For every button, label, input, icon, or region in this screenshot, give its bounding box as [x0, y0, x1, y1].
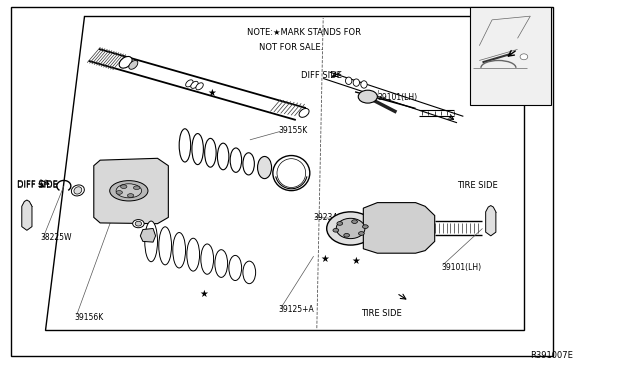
Ellipse shape [186, 80, 193, 87]
Ellipse shape [116, 190, 122, 194]
Polygon shape [45, 16, 524, 330]
Ellipse shape [116, 184, 141, 198]
Polygon shape [486, 206, 496, 236]
Text: TIRE SIDE: TIRE SIDE [362, 309, 402, 318]
Ellipse shape [358, 90, 378, 103]
Ellipse shape [127, 194, 134, 198]
Ellipse shape [132, 219, 144, 228]
Ellipse shape [333, 228, 339, 232]
Ellipse shape [215, 250, 228, 278]
Text: ★: ★ [200, 289, 209, 299]
Text: NOT FOR SALE.: NOT FOR SALE. [259, 43, 324, 52]
Polygon shape [470, 7, 550, 105]
Ellipse shape [135, 221, 141, 226]
Polygon shape [22, 200, 32, 230]
Ellipse shape [145, 221, 157, 262]
Ellipse shape [257, 157, 271, 179]
Ellipse shape [326, 212, 374, 245]
Polygon shape [140, 228, 156, 242]
Ellipse shape [358, 232, 364, 235]
Ellipse shape [344, 234, 349, 237]
Ellipse shape [74, 187, 82, 194]
Text: 39156K: 39156K [75, 312, 104, 321]
Text: ★: ★ [351, 256, 360, 266]
Ellipse shape [299, 109, 309, 117]
Text: 38225W: 38225W [41, 233, 72, 242]
Ellipse shape [218, 143, 229, 170]
Text: DIFF SIDE: DIFF SIDE [301, 71, 342, 80]
Ellipse shape [336, 218, 365, 238]
Text: R391007E: R391007E [531, 351, 573, 360]
Ellipse shape [346, 77, 352, 84]
Polygon shape [94, 158, 168, 224]
Ellipse shape [187, 238, 200, 271]
Text: ★: ★ [207, 88, 216, 98]
Ellipse shape [243, 261, 255, 284]
Text: ★: ★ [321, 254, 330, 264]
Ellipse shape [351, 220, 357, 224]
Text: 39155K: 39155K [278, 126, 308, 135]
Ellipse shape [196, 83, 204, 90]
Ellipse shape [134, 186, 140, 190]
Ellipse shape [230, 148, 242, 172]
Ellipse shape [179, 129, 191, 162]
Text: NOTE:★MARK STANDS FOR: NOTE:★MARK STANDS FOR [246, 28, 361, 37]
Text: TIRE SIDE: TIRE SIDE [457, 182, 498, 190]
Ellipse shape [229, 256, 242, 280]
Ellipse shape [119, 57, 132, 68]
Polygon shape [364, 203, 435, 253]
Ellipse shape [159, 227, 172, 265]
Ellipse shape [337, 222, 342, 225]
Ellipse shape [192, 134, 204, 164]
Ellipse shape [173, 232, 186, 268]
Polygon shape [11, 7, 552, 356]
Ellipse shape [243, 153, 254, 175]
Ellipse shape [520, 54, 528, 60]
Text: 39234+A: 39234+A [314, 213, 349, 222]
Ellipse shape [273, 155, 310, 190]
Ellipse shape [72, 185, 84, 196]
Ellipse shape [120, 185, 127, 189]
Ellipse shape [201, 244, 214, 274]
Ellipse shape [361, 81, 367, 88]
Ellipse shape [362, 225, 368, 228]
Text: 39101(LH): 39101(LH) [441, 263, 481, 272]
Ellipse shape [129, 61, 138, 69]
Ellipse shape [191, 81, 198, 89]
Ellipse shape [109, 181, 148, 201]
Text: DIFF SIDE: DIFF SIDE [17, 180, 58, 189]
Text: DIFF SIDE: DIFF SIDE [17, 182, 58, 190]
Text: 39101(LH): 39101(LH) [378, 93, 417, 102]
Text: 39125+A: 39125+A [278, 305, 314, 314]
Ellipse shape [277, 159, 306, 187]
Ellipse shape [353, 79, 360, 86]
Ellipse shape [205, 138, 216, 167]
